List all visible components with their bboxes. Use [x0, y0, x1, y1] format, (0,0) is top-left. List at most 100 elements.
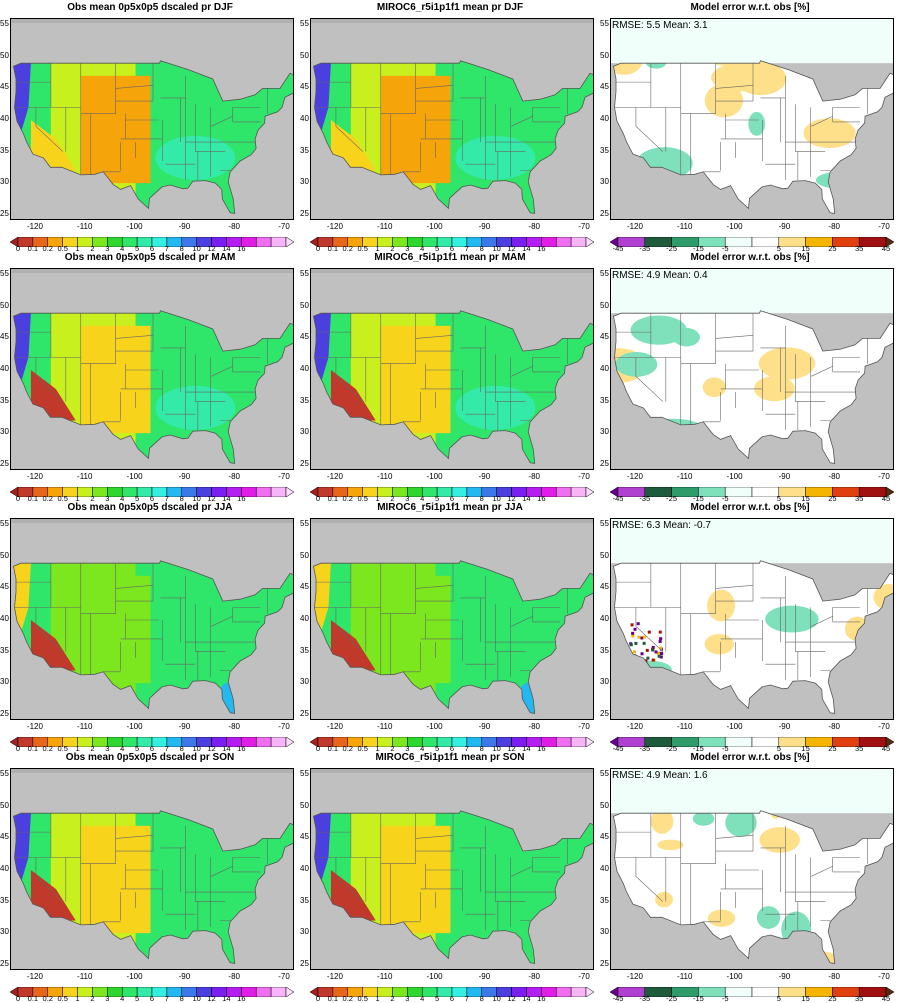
panel-title: Obs mean 0p5x0p5 dscaled pr MAM — [64, 252, 236, 263]
colorbar-tick-label: -15 — [692, 994, 704, 1003]
lon-tick-label: -110 — [677, 972, 693, 981]
colorbar-swatch — [555, 486, 572, 498]
colorbar-swatch — [751, 986, 780, 998]
lat-tick-label: 40 — [0, 114, 9, 123]
state-border — [635, 857, 664, 902]
colorbar-tick-label: 10 — [192, 744, 201, 753]
lat-tick-label: 30 — [600, 677, 609, 687]
colorbar-tick-label: -35 — [639, 244, 651, 253]
lat-tick-label: 40 — [600, 614, 609, 623]
colorbar-tick-label: 1 — [375, 994, 380, 1003]
lon-tick-label: -80 — [828, 972, 840, 981]
map-frame — [610, 268, 894, 470]
colorbar-tick-label: -25 — [666, 744, 678, 753]
state-border — [211, 365, 233, 377]
colorbar-tick-label: 2 — [90, 994, 95, 1003]
lat-tick-label: 30 — [300, 677, 309, 687]
error-patch — [711, 63, 769, 92]
lon-tick-label: -90 — [478, 972, 491, 981]
colorbar-tick-label: 0 — [315, 494, 321, 503]
canada-near-zero — [611, 269, 893, 314]
colorbar-tick-label: 8 — [479, 994, 484, 1003]
lat-tick-label: 40 — [600, 864, 609, 873]
colorbar-tick-label: 4 — [420, 744, 425, 753]
map-plot — [311, 19, 593, 219]
lat-tick-label: 35 — [600, 895, 609, 905]
lon-tick-label: -100 — [126, 972, 143, 981]
colorbar-tick-label: 5 — [776, 994, 781, 1003]
colorbar-tick-label: 0 — [15, 744, 21, 753]
colorbar-tick-label: 12 — [207, 744, 216, 753]
error-patch — [615, 351, 658, 377]
lat-tick-label: 45 — [0, 832, 9, 842]
colorbar-tick-label: 15 — [801, 744, 810, 753]
lon-tick-label: -120 — [626, 472, 643, 481]
lon-tick-label: -80 — [828, 722, 840, 731]
abs-colorbar — [309, 486, 595, 498]
colorbar-tick-label: 0.1 — [27, 494, 39, 503]
colorbar-tick-label: 4 — [120, 744, 125, 753]
map-frame — [10, 518, 294, 720]
lon-tick-label: -70 — [278, 472, 290, 481]
colorbar-tick-label: -25 — [666, 994, 678, 1003]
state-border — [35, 857, 64, 902]
colorbar-tick-label: 16 — [237, 244, 246, 253]
colorbar-tick-label: 8 — [479, 744, 484, 753]
colorbar-tick-label: 10 — [192, 994, 201, 1003]
lat-tick-label: 55 — [0, 769, 9, 779]
colorbar-tick-label: 8 — [179, 994, 184, 1003]
lat-tick-label: 45 — [600, 82, 609, 92]
colorbar-tick-label: 3 — [105, 244, 110, 253]
map-plot — [11, 19, 293, 219]
panel-title: MIROC6_r5i1p1f1 mean pr MAM — [374, 252, 526, 263]
state-border — [335, 357, 364, 402]
colorbar-tick-label: 12 — [507, 994, 516, 1003]
lon-tick-label: -110 — [377, 222, 393, 231]
colorbar-swatch — [270, 486, 287, 498]
colorbar-tick-label: 0.5 — [357, 244, 368, 253]
colorbar-tick-label: 7 — [464, 244, 469, 253]
abs-colorbar — [9, 736, 295, 748]
lon-tick-label: -70 — [578, 472, 590, 481]
colorbar-tick-label: 5 — [135, 744, 140, 753]
colorbar-tick-label: 2 — [390, 994, 395, 1003]
map-plot — [611, 519, 893, 719]
colorbar-tick-label: 0.5 — [357, 744, 368, 753]
lat-tick-label: 50 — [0, 300, 9, 310]
colorbar-tick-label: 5 — [435, 244, 440, 253]
colorbar-tick-label: -35 — [639, 994, 651, 1003]
lon-tick-label: -110 — [677, 722, 693, 731]
lon-tick-label: -120 — [26, 972, 43, 981]
lat-tick-label: 40 — [0, 364, 9, 373]
error-patch — [657, 839, 684, 851]
colorbar-tick-label: 0 — [15, 494, 21, 503]
colorbar-tick-label: 0.1 — [327, 244, 339, 253]
colorbar-tick-label: 4 — [420, 994, 425, 1003]
state-border — [635, 357, 664, 402]
lat-tick-label: 30 — [300, 177, 309, 187]
colorbar-tick-label: 0.2 — [42, 244, 53, 253]
top-nodata-strip — [11, 269, 293, 273]
error-speckle — [637, 635, 641, 639]
state-border — [635, 607, 664, 652]
map-plot — [11, 269, 293, 469]
error-patch — [758, 347, 816, 380]
colorbar-tick-label: 4 — [420, 494, 425, 503]
coastline — [613, 310, 893, 464]
lat-tick-label: 55 — [0, 19, 9, 29]
state-border — [811, 115, 833, 127]
lon-tick-label: -120 — [326, 722, 343, 731]
colorbar-tick-label: 7 — [464, 994, 469, 1003]
lat-tick-label: 25 — [300, 458, 309, 468]
rmse-mean-stats: RMSE: 6.3 Mean: -0.7 — [612, 520, 711, 531]
lon-tick-label: -110 — [677, 222, 693, 231]
state-border — [35, 357, 64, 402]
map-frame — [310, 518, 594, 720]
colorbar-tick-label: 2 — [390, 244, 395, 253]
lon-tick-label: -90 — [178, 722, 191, 731]
lon-tick-label: -80 — [228, 472, 240, 481]
lat-tick-label: 50 — [0, 50, 9, 60]
colorbar-tick-label: 1 — [75, 494, 80, 503]
colorbar-tick-label: 8 — [479, 244, 484, 253]
error-patch — [704, 633, 734, 655]
